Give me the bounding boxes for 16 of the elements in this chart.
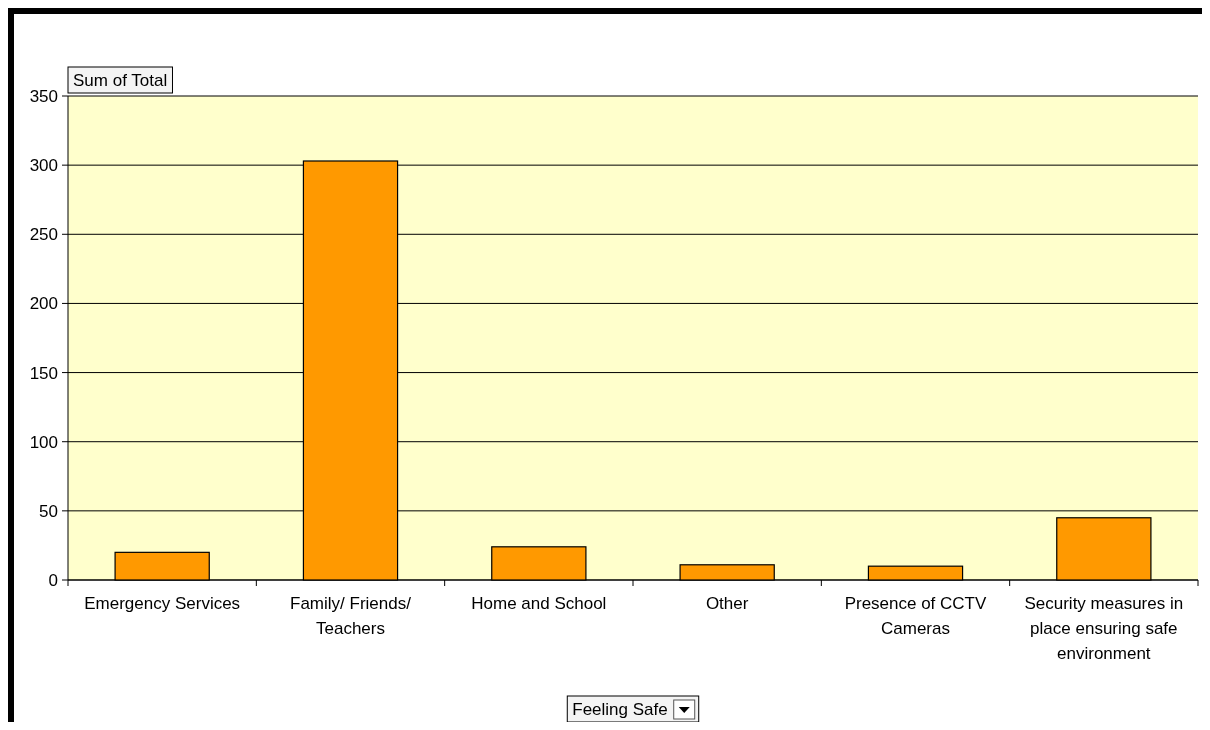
y-tick-label: 300 [29, 156, 58, 176]
x-tick-label: Presence of CCTV Cameras [844, 594, 988, 638]
y-tick-label: 150 [29, 363, 58, 383]
x-tick-label: Other [705, 594, 749, 613]
y-tick-label: 50 [39, 501, 58, 521]
y-axis-title: Sum of Total [73, 71, 168, 90]
y-tick-label: 0 [48, 570, 58, 590]
y-tick-label: 350 [29, 86, 58, 106]
y-tick-label: 250 [29, 225, 58, 245]
x-tick-label: Security measures in place ensuring safe environment [1024, 594, 1184, 663]
x-tick-label: Emergency Services [84, 594, 241, 613]
y-tick-label: 200 [29, 294, 58, 314]
x-tick-label: Family/ Friends/ Teachers [290, 594, 412, 638]
x-tick-label: Home and School [471, 594, 607, 613]
x-axis-title: Feeling Safe [572, 700, 668, 719]
y-tick-label: 100 [29, 432, 58, 452]
